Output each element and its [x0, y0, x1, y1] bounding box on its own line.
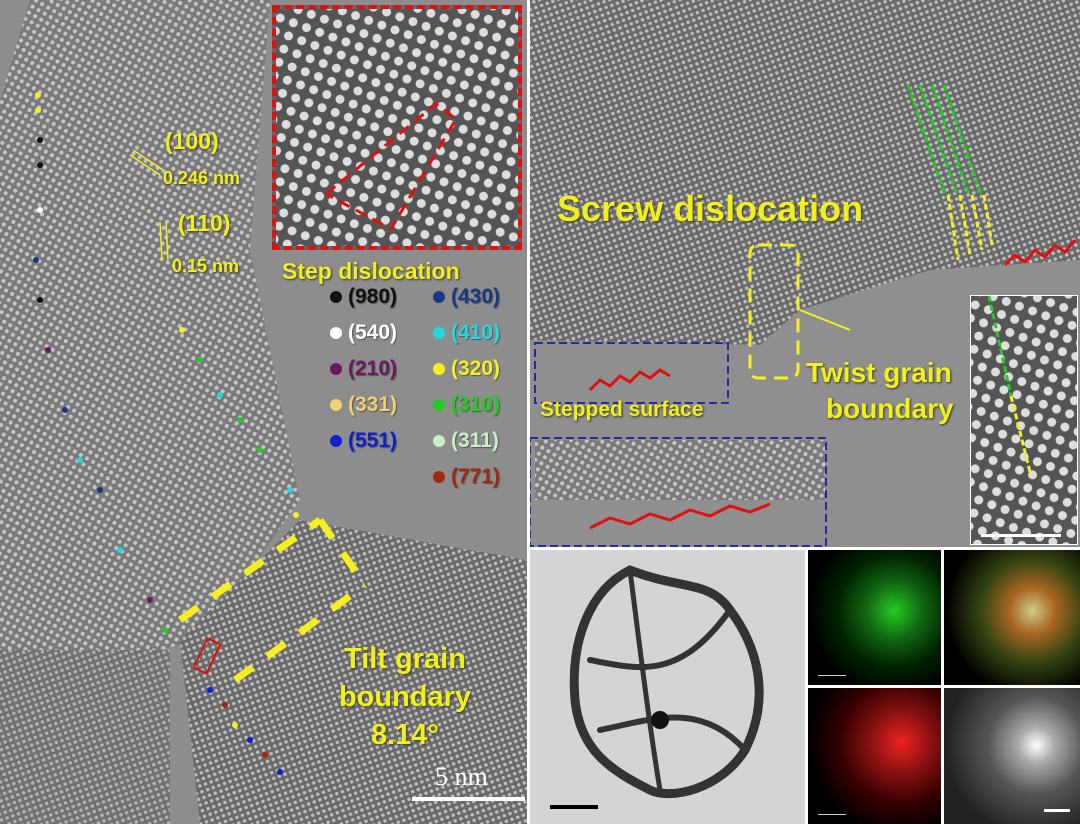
legend-dot-icon: [330, 399, 342, 412]
plane-110-spacing: 0.15 nm: [172, 256, 240, 276]
legend-item: (430): [433, 285, 500, 309]
boundary-dash-lines: [177, 517, 368, 683]
eds-map-overlay: [944, 550, 1080, 685]
legend-dot-icon: [330, 435, 342, 448]
legend-label: (410): [451, 321, 501, 344]
eds-map-red: [808, 688, 941, 824]
legend-label: (430): [451, 285, 501, 308]
legend-item: (551): [330, 429, 397, 453]
legend-item: (310): [433, 393, 500, 417]
plane-110-index: (110): [178, 210, 231, 236]
screw-dislocation-panel: Screw dislocation Twist grain boundary S…: [530, 0, 1080, 547]
map-scale: [818, 811, 850, 818]
plane-100-spacing: 0.246 nm: [163, 168, 241, 188]
legend-label: (980): [348, 285, 398, 308]
plane-100-index: (100): [165, 128, 219, 154]
legend-item: (331): [330, 393, 397, 417]
legend-dot-icon: [433, 291, 445, 304]
legend-label: (540): [348, 321, 398, 344]
legend-dot-icon: [433, 363, 445, 376]
legend-item: (320): [433, 357, 500, 381]
legend-dot-icon: [330, 327, 342, 340]
plane-markers: [129, 149, 169, 261]
legend-item: (210): [330, 357, 397, 381]
legend-item: (771): [433, 465, 500, 489]
legend-item: (311): [433, 429, 499, 453]
tilt-line-2: boundary: [338, 681, 472, 713]
scale-label: 5 nm: [435, 762, 488, 791]
legend-item: (410): [433, 321, 500, 345]
legend-label: (311): [451, 429, 499, 452]
haadf-image: [944, 688, 1080, 824]
tilt-grain-boundary-label: Tilt grain boundary 8.14°: [305, 640, 505, 754]
legend-label: (771): [451, 465, 501, 488]
legend-label: (210): [348, 357, 398, 380]
legend-label: (320): [451, 357, 501, 380]
step-dislocation-inset: [272, 5, 522, 250]
legend-dot-icon: [330, 291, 342, 304]
twist-boundary-box: [748, 243, 800, 380]
tilt-boundary-hrtem-panel: (100) 0.246 nm (110) 0.15 nm Step disloc…: [0, 0, 527, 824]
screw-dislocation-label: Screw dislocation: [557, 188, 864, 229]
stepped-surface-box-1: [534, 342, 729, 404]
twist-line-1: Twist grain: [806, 357, 952, 388]
legend-label: (310): [451, 393, 501, 416]
legend-item: (540): [330, 321, 397, 345]
stepped-surface-box-2: [530, 437, 827, 547]
legend-label: (551): [348, 429, 398, 452]
step-dot-trail: [33, 92, 299, 775]
legend-dot-icon: [433, 471, 445, 484]
inset-scale-bar: [981, 534, 1061, 537]
map-scale: [818, 672, 850, 679]
tilt-angle: 8.14°: [370, 719, 440, 751]
inset-source-box: [192, 637, 222, 675]
tem-overview-image: [530, 550, 805, 824]
scale-bar: [412, 797, 525, 801]
legend-dot-icon: [433, 399, 445, 412]
legend-dot-icon: [433, 435, 445, 448]
legend-label: (331): [348, 393, 398, 416]
legend-dot-icon: [433, 327, 445, 340]
twist-grain-boundary-label: Twist grain boundary: [806, 355, 954, 427]
twist-line-2: boundary: [826, 393, 954, 424]
tem-scale-bar: [550, 805, 598, 809]
tilt-line-1: Tilt grain: [344, 643, 466, 675]
twist-inset: [970, 295, 1078, 545]
step-dislocation-title: Step dislocation: [282, 258, 460, 284]
legend-dot-icon: [330, 363, 342, 376]
legend-item: (980): [330, 285, 397, 309]
stepped-surface-label: Stepped surface: [540, 398, 704, 421]
haadf-scale-bar: [1044, 809, 1070, 812]
eds-map-green: [808, 550, 941, 685]
